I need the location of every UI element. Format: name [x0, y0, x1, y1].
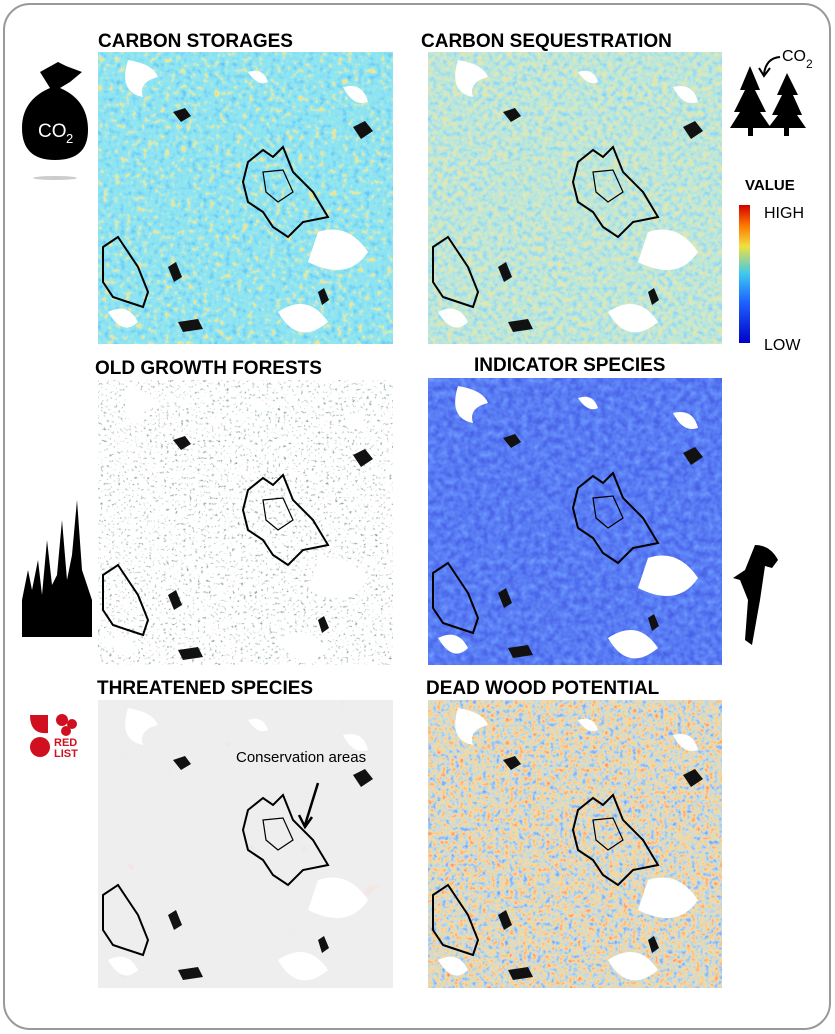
legend-title: VALUE: [745, 177, 795, 194]
colorbar: [739, 205, 750, 343]
map-panel: [98, 380, 393, 665]
map-panel: [428, 700, 722, 988]
shape: [30, 737, 50, 757]
map-panel: [428, 52, 722, 344]
panel-title: OLD GROWTH FORESTS: [95, 358, 322, 379]
panel-title: THREATENED SPECIES: [97, 678, 313, 699]
co2-label: CO: [38, 121, 67, 142]
panel-title: CARBON SEQUESTRATION: [421, 31, 672, 52]
legend-low: LOW: [764, 337, 801, 354]
annotation: Conservation areas: [236, 749, 366, 766]
page: Ecosystem service maps {"panels":[{"titl…: [0, 0, 835, 1034]
body: CARBON STORAGES CARBON SEQUESTRATION OLD…: [0, 0, 835, 1034]
red-list-text: LIST: [54, 748, 78, 760]
co2-subscript: 2: [806, 57, 813, 71]
panel-title: DEAD WOOD POTENTIAL: [426, 678, 660, 699]
shape: [61, 726, 71, 736]
figure: CARBON STORAGES CARBON SEQUESTRATION OLD…: [0, 0, 835, 1034]
map-panel: [428, 378, 722, 665]
panel-title: CARBON STORAGES: [98, 31, 293, 52]
map-panel: [98, 700, 393, 988]
panel-title: INDICATOR SPECIES: [474, 355, 665, 376]
map-panel: [98, 52, 393, 344]
co2-subscript: 2: [66, 131, 73, 146]
legend-high: HIGH: [764, 205, 804, 222]
shape: [56, 714, 68, 726]
co2-label: CO: [782, 48, 806, 65]
shadow: [33, 176, 77, 180]
